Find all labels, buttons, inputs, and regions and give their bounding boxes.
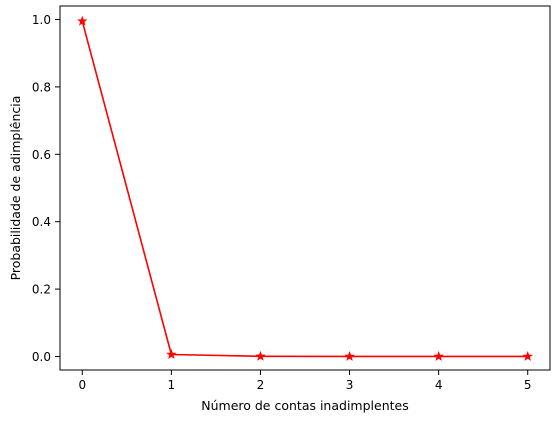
series-line: [81, 20, 528, 358]
data-point-marker: [77, 15, 88, 26]
series-layer: [77, 15, 533, 361]
y-tick-label: 1.0: [32, 13, 51, 27]
y-axis-label: Probabilidade de adimplência: [8, 96, 23, 281]
x-tick-label: 2: [257, 378, 265, 392]
x-tick-label: 4: [435, 378, 443, 392]
y-tick-label: 0.2: [32, 283, 51, 297]
data-point-marker: [433, 350, 444, 361]
y-tick-label: 0.4: [32, 215, 51, 229]
plot-frame: [59, 5, 551, 371]
y-tick-label: 0.8: [32, 80, 51, 94]
x-axis-label: Número de contas inadimplentes: [201, 398, 408, 413]
y-tick-label: 0.0: [32, 350, 51, 364]
data-point-marker: [166, 349, 177, 359]
x-tick-label: 5: [524, 378, 532, 392]
x-tick-label: 1: [168, 378, 176, 392]
x-tick-label: 3: [346, 378, 354, 392]
data-point-marker: [522, 351, 533, 361]
x-tick-label: 0: [78, 378, 86, 392]
plot-area: [60, 6, 550, 370]
x-axis-ticks: 0 1 2 3 4 5: [78, 370, 532, 392]
y-tick-label: 0.6: [32, 148, 51, 162]
data-point-marker: [255, 350, 266, 361]
y-axis-ticks: 0.0 0.2 0.4 0.6 0.8 1.0: [32, 13, 60, 364]
data-point-marker: [344, 350, 355, 361]
